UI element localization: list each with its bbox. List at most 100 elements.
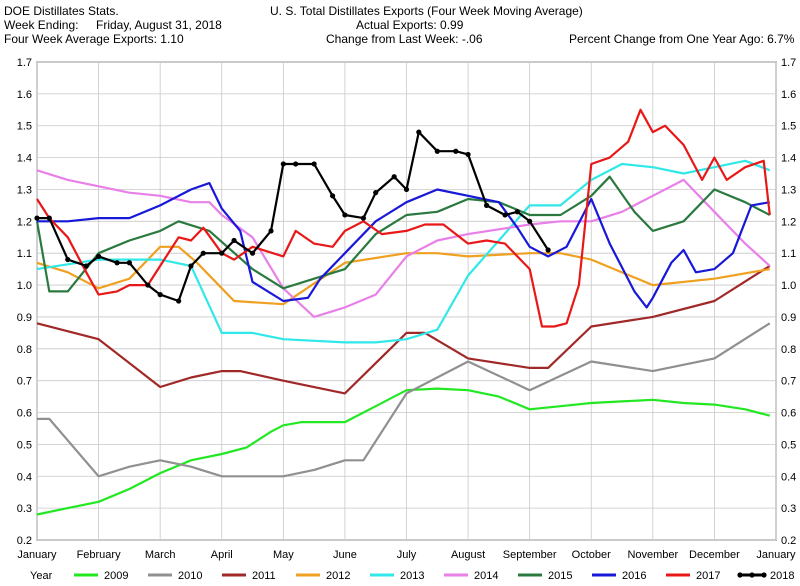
series-point-2018	[342, 212, 348, 218]
x-tick-label: January	[17, 549, 57, 561]
four-week-average-label: Four Week Average Exports: 1.10	[4, 32, 184, 46]
y-tick-label-right: 0.5	[781, 439, 796, 451]
legend-label-2012: 2012	[326, 570, 350, 582]
x-tick-label: October	[572, 549, 611, 561]
y-tick-label-right: 1.5	[781, 121, 796, 133]
series-point-2018	[416, 129, 422, 135]
y-tick-label-left: 1.4	[17, 153, 32, 165]
y-tick-label-left: 1.5	[17, 121, 32, 133]
x-tick-label: September	[503, 549, 557, 561]
series-point-2018	[249, 250, 256, 256]
series-point-2018	[483, 202, 490, 208]
y-tick-label-left: 0.9	[17, 312, 32, 324]
series-line-2012	[36, 245, 770, 306]
legend-label-2011: 2011	[252, 570, 276, 582]
legend-label-2009: 2009	[104, 570, 128, 582]
y-tick-label-left: 0.2	[17, 535, 32, 547]
series-point-2018	[434, 148, 440, 154]
series-point-2018	[514, 209, 520, 215]
legend-label-2013: 2013	[400, 570, 424, 582]
series-point-2018	[268, 228, 274, 234]
legend-title: Year	[30, 570, 53, 582]
series-point-2018	[114, 260, 120, 266]
actual-exports-label: Actual Exports: 0.99	[356, 18, 464, 32]
y-tick-label-left: 0.8	[17, 344, 32, 356]
series-line-2017	[36, 108, 771, 328]
y-tick-label-left: 0.5	[17, 439, 32, 451]
week-ending-label: Week Ending:	[4, 18, 79, 32]
y-tick-label-right: 1.6	[781, 89, 796, 101]
source-label: DOE Distillates Stats.	[4, 4, 119, 18]
legend: Year 2009 2010 2011 2012 2013 2014 2015 2016 2017…	[30, 570, 794, 582]
series-point-2018	[231, 237, 237, 244]
y-tick-label-right: 0.4	[781, 471, 796, 483]
x-tick-label: May	[273, 549, 294, 561]
chart-title: U. S. Total Distillates Exports (Four We…	[270, 4, 583, 18]
y-tick-label-right: 0.6	[781, 408, 796, 420]
y-tick-label-right: 0.2	[781, 535, 796, 547]
legend-label-2016: 2016	[622, 570, 646, 582]
y-tick-label-right: 0.7	[781, 376, 796, 388]
x-tick-label: November	[627, 549, 678, 561]
y-tick-label-left: 0.4	[17, 471, 32, 483]
series-line-2011	[36, 264, 771, 395]
x-tick-label: March	[145, 549, 176, 561]
x-tick-label: August	[451, 549, 485, 561]
series-point-2018	[145, 282, 151, 288]
x-tick-label: January	[756, 549, 796, 561]
grid	[36, 61, 777, 541]
series-line-2009	[36, 387, 771, 516]
legend-marker-2018	[749, 572, 755, 578]
x-axis: January February March April May June July Augu…	[17, 549, 796, 561]
series-point-2018	[65, 256, 71, 263]
series-point-2018	[527, 218, 533, 224]
series-point-2018	[157, 292, 163, 298]
change-from-last-week-label: Change from Last Week: -.06	[326, 32, 483, 46]
series-point-2018	[373, 190, 379, 196]
series-point-2018	[280, 161, 286, 167]
y-tick-label-right: 1.4	[781, 153, 796, 165]
y-tick-label-right: 1.1	[781, 248, 796, 260]
series-point-2018	[360, 215, 366, 221]
x-tick-label: June	[333, 549, 357, 561]
x-tick-label: July	[397, 549, 417, 561]
series-point-2018	[126, 260, 132, 266]
y-tick-label-left: 1.2	[17, 216, 32, 228]
series-point-2018	[330, 193, 336, 199]
series-point-2018	[219, 250, 225, 256]
legend-label-2017: 2017	[696, 570, 720, 582]
y-tick-label-left: 1.1	[17, 248, 32, 260]
series-line-2015	[35, 175, 771, 293]
y-tick-label-right: 0.8	[781, 344, 796, 356]
y-tick-label-right: 0.9	[781, 312, 796, 324]
series-point-2018	[391, 174, 397, 180]
series-point-2018	[83, 263, 89, 269]
y-tick-label-right: 0.3	[781, 503, 796, 515]
series-point-2018	[502, 212, 508, 218]
series-line-2013	[36, 159, 771, 344]
y-axis-left: 0.2 0.3 0.4 0.5 0.6 0.7 0.8 0.9 1.0 1.1 1.2 1.3 1.4 1…	[17, 57, 32, 547]
series-point-2018	[545, 247, 551, 253]
series-line-2018	[37, 131, 550, 303]
y-tick-label-left: 1.6	[17, 89, 32, 101]
series-point-2018	[403, 186, 410, 193]
x-tick-label: April	[211, 549, 233, 561]
legend-label-2018: 2018	[770, 570, 794, 582]
series-point-2018	[293, 161, 299, 167]
series-point-2018	[34, 215, 40, 221]
series-lines	[34, 108, 771, 516]
legend-label-2015: 2015	[548, 570, 572, 582]
series-point-2018	[176, 298, 182, 304]
legend-label-2010: 2010	[178, 570, 202, 582]
series-line-2010	[37, 322, 771, 478]
y-tick-label-right: 1.3	[781, 184, 796, 196]
y-tick-label-left: 0.7	[17, 376, 32, 388]
series-point-2018	[188, 263, 194, 269]
y-tick-label-right: 1.0	[781, 280, 796, 292]
x-tick-label: December	[689, 549, 740, 561]
series-point-2018	[311, 161, 317, 167]
y-tick-label-left: 1.7	[17, 57, 32, 69]
series-point-2018	[46, 215, 52, 221]
